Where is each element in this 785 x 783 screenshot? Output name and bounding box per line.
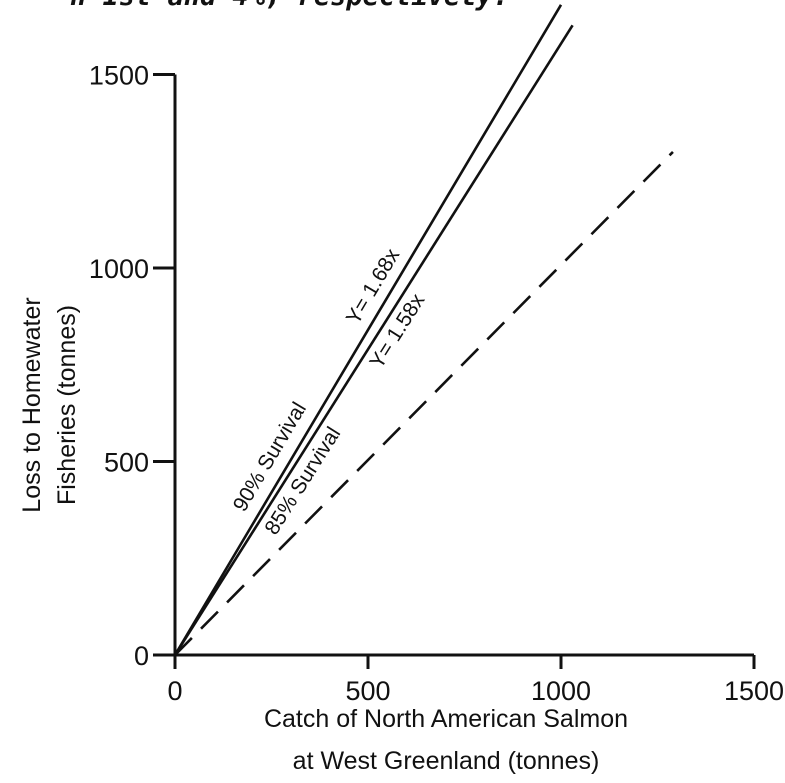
- axes: [173, 74, 754, 657]
- y-axis-title-line-2: Fisheries (tonnes): [53, 305, 81, 505]
- y-tick-label: 0: [134, 641, 149, 671]
- x-tick-label: 1500: [724, 676, 784, 706]
- series-line-s85: [173, 24, 574, 656]
- page-header-fragment: h 1st and 4%, respectively.: [70, 0, 509, 12]
- ticks: 0 500 1000 1500 0 500 1000 1500: [89, 61, 784, 707]
- series-lines: [173, 4, 674, 656]
- x-axis-title-line-2: at West Greenland (tonnes): [293, 747, 600, 775]
- x-axis-title-line-1: Catch of North American Salmon: [264, 705, 628, 733]
- x-tick-label: 1000: [531, 676, 591, 706]
- x-tick-label: 0: [167, 676, 182, 706]
- y-tick-label: 500: [104, 448, 149, 478]
- y-axis-title-line-1: Loss to Homewater: [18, 297, 46, 512]
- y-tick-label: 1000: [89, 254, 149, 284]
- x-tick-label: 500: [345, 676, 390, 706]
- series-line-s90: [173, 4, 563, 656]
- series-line-sref: [174, 150, 674, 656]
- y-tick-label: 1500: [89, 61, 149, 91]
